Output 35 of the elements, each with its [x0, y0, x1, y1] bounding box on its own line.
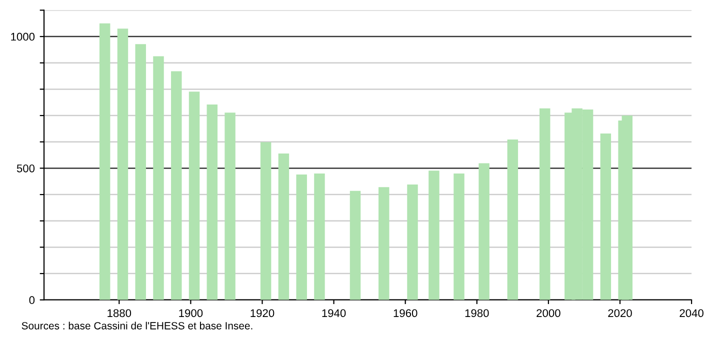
- bar: [454, 173, 464, 300]
- bar: [171, 71, 182, 300]
- bar: [117, 28, 128, 300]
- bar: [507, 140, 518, 300]
- x-tick-label: 1920: [250, 309, 274, 318]
- bar: [600, 133, 612, 300]
- x-tick-label: 1940: [322, 309, 346, 318]
- y-tick-label: 0: [29, 296, 35, 304]
- x-tick-label: 2040: [680, 309, 704, 318]
- bar: [260, 142, 272, 300]
- y-tick-label: 500: [16, 164, 35, 172]
- bar: [378, 187, 390, 300]
- x-tick-label: 1980: [465, 309, 489, 318]
- bar: [622, 116, 633, 300]
- bar: [296, 174, 307, 300]
- source-note: Sources : base Cassini de l'EHESS et base Insee.: [22, 322, 252, 330]
- x-tick-label: 1880: [108, 309, 132, 318]
- bar: [99, 23, 110, 300]
- bar: [350, 190, 361, 300]
- x-tick-label: 1900: [179, 309, 203, 318]
- bar: [540, 108, 550, 300]
- x-tick-label: 1960: [394, 309, 418, 318]
- x-tick-label: 2020: [608, 309, 632, 318]
- bar: [278, 153, 290, 300]
- bar: [153, 56, 164, 300]
- bar: [206, 104, 218, 300]
- bar: [135, 44, 146, 300]
- bar: [407, 184, 418, 300]
- bar: [314, 173, 325, 300]
- x-tick-label: 2000: [536, 309, 560, 318]
- bar: [224, 112, 236, 300]
- bar: [188, 92, 200, 300]
- y-tick-label: 1000: [11, 32, 35, 41]
- bar: [428, 170, 440, 300]
- bar: [478, 163, 490, 300]
